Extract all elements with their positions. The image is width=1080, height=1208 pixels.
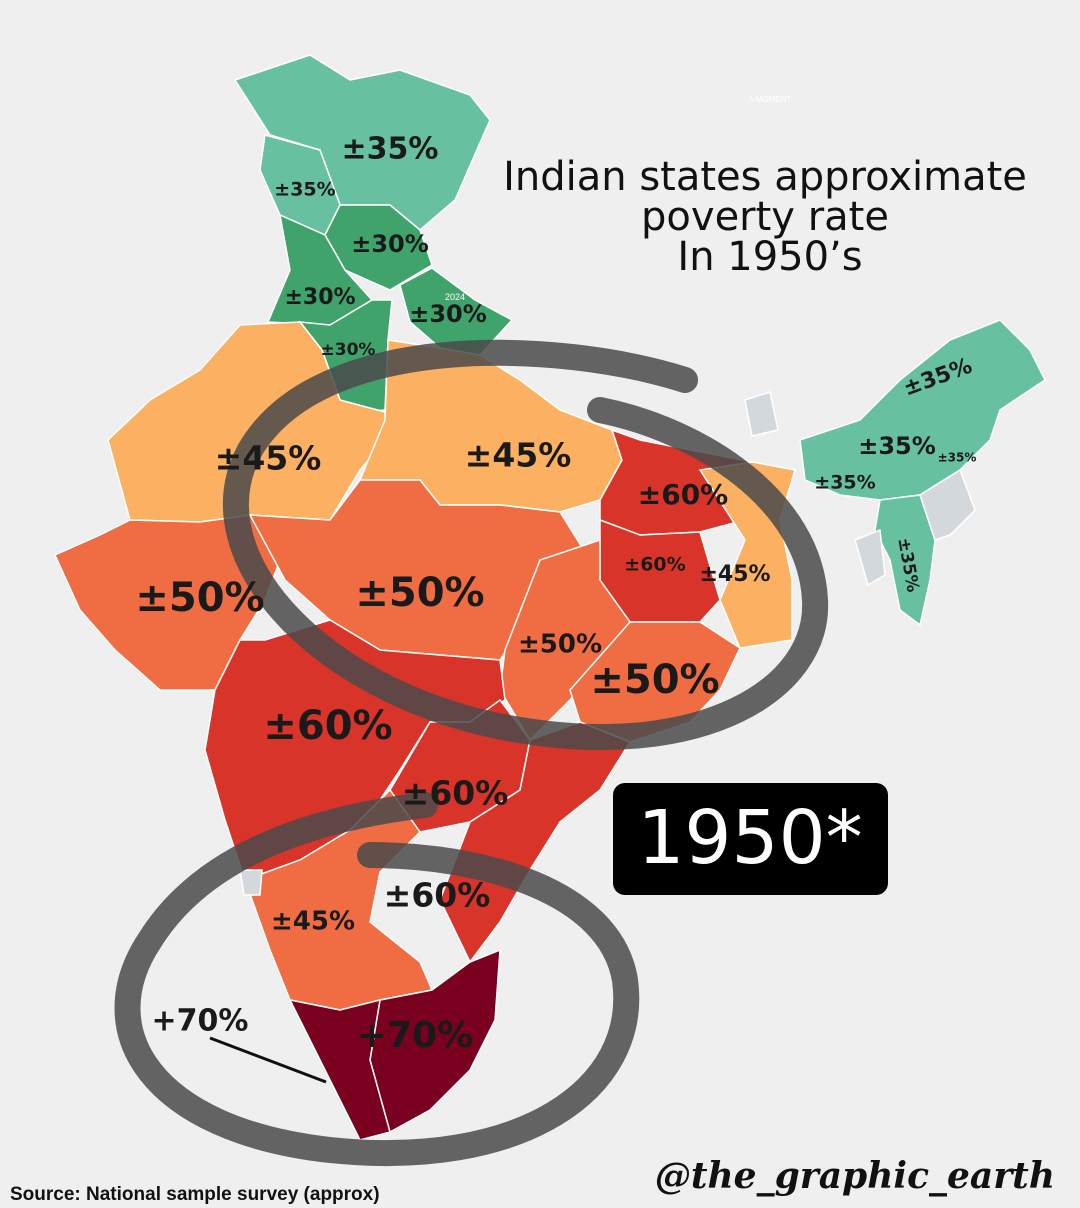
region-labels: ±35%±35%±30%±30%±30%±30%±45% ±45%±60%±60%… — [135, 132, 976, 1057]
title-line: poverty rate — [641, 194, 889, 240]
region-label: ±60% — [263, 703, 392, 749]
scribble-north — [223, 339, 829, 750]
year-badge: 1950* — [637, 795, 862, 881]
region-label: ±35% — [858, 432, 936, 460]
region-label: +70% — [357, 1015, 473, 1056]
region-label: ±30% — [409, 300, 487, 328]
region-label: ±35% — [938, 451, 977, 465]
region-label: ±45% — [271, 907, 355, 937]
region-label: ±60% — [624, 554, 685, 576]
source: Source: National sample survey (approx) — [10, 1184, 380, 1205]
year-badge-box — [613, 783, 888, 895]
title-line: Indian states approximate — [503, 154, 1027, 200]
watermark: 2024 — [445, 292, 465, 302]
region — [399, 267, 514, 356]
region-label: ±45% — [699, 562, 770, 587]
region — [288, 998, 391, 1141]
title-line: In 1950’s — [677, 234, 862, 280]
region-label: +70% — [152, 1004, 249, 1039]
region-label: ±30% — [321, 340, 376, 360]
region — [744, 391, 779, 437]
region-label: ±60% — [402, 774, 509, 813]
region-label: ±35% — [342, 132, 439, 167]
region-label: ±30% — [351, 230, 429, 258]
region-label: ±50% — [590, 657, 719, 703]
region-label: ±50% — [518, 630, 602, 660]
region-label: ±60% — [638, 478, 728, 511]
scribble-south — [114, 792, 640, 1167]
region — [854, 528, 886, 587]
region-label: ±45% — [215, 439, 322, 478]
region-label: ±50% — [355, 570, 484, 616]
annotation-line — [209, 1036, 327, 1084]
region-label: ±35% — [274, 179, 335, 201]
region — [239, 869, 263, 896]
watermark: A MOMENT — [749, 95, 792, 104]
region-label: ±60% — [384, 876, 491, 915]
credit: @the_graphic_earth — [655, 1155, 1055, 1197]
region — [919, 468, 976, 541]
region-label: ±30% — [284, 285, 355, 310]
scribbles — [114, 339, 829, 1167]
region — [799, 319, 1046, 501]
region-label: ±45% — [465, 436, 572, 475]
region-label: ±35% — [814, 472, 875, 494]
region-label: ±50% — [135, 575, 264, 621]
